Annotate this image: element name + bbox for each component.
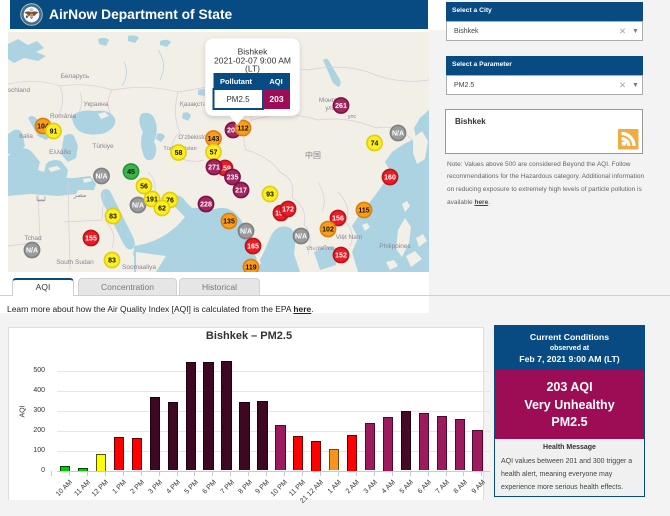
svg-text:155: 155 (85, 236, 97, 243)
svg-text:102: 102 (322, 227, 334, 234)
svg-text:улс: улс (325, 106, 334, 112)
svg-text:Türkiye: Türkiye (92, 143, 114, 150)
svg-text:271: 271 (208, 165, 220, 172)
svg-text:Tchad: Tchad (24, 235, 42, 242)
svg-text:235: 235 (227, 175, 239, 182)
svg-text:Philippines: Philippines (379, 243, 411, 250)
svg-text:203: 203 (227, 128, 239, 135)
svg-text:74: 74 (371, 141, 379, 148)
svg-text:N/A: N/A (95, 174, 107, 181)
svg-text:Монгол: Монгол (319, 97, 341, 104)
svg-text:83: 83 (109, 214, 117, 221)
svg-text:(LT): (LT) (245, 64, 260, 74)
svg-text:58: 58 (175, 150, 183, 157)
svg-text:115: 115 (358, 208, 369, 215)
svg-text:tschland: tschland (8, 87, 30, 94)
svg-text:261: 261 (335, 103, 347, 110)
svg-text:Украина: Украина (84, 101, 109, 108)
svg-text:135: 135 (223, 219, 235, 226)
svg-text:Беларусь: Беларусь (61, 73, 90, 80)
svg-text:ليبيا: ليبيا (36, 195, 46, 203)
svg-text:56: 56 (140, 184, 148, 191)
svg-text:Việt Nam: Việt Nam (336, 234, 363, 241)
svg-text:ประเทศไทย: ประเทศไทย (306, 245, 334, 252)
svg-text:93: 93 (266, 192, 274, 199)
svg-text:中国: 中国 (305, 150, 321, 160)
svg-text:Ελλάδα: Ελλάδα (49, 148, 71, 156)
svg-text:112: 112 (237, 126, 248, 133)
svg-text:156: 156 (332, 216, 344, 223)
svg-text:143: 143 (208, 136, 220, 143)
svg-text:203: 203 (269, 94, 283, 104)
svg-text:91: 91 (50, 129, 58, 136)
svg-text:45: 45 (127, 169, 135, 176)
svg-text:157: 157 (275, 211, 287, 218)
svg-text:83: 83 (108, 258, 116, 265)
svg-text:AQI: AQI (269, 77, 282, 86)
svg-text:159: 159 (219, 166, 231, 173)
svg-text:N/A: N/A (26, 248, 38, 255)
svg-text:228: 228 (200, 202, 212, 209)
svg-text:Bishkek: Bishkek (238, 47, 269, 57)
svg-text:104: 104 (37, 124, 49, 131)
svg-text:2021-02-07 9:00 AM: 2021-02-07 9:00 AM (214, 56, 291, 66)
svg-text:119: 119 (245, 265, 256, 272)
svg-text:N/A: N/A (240, 229, 252, 236)
svg-text:مصر: مصر (73, 192, 87, 199)
svg-text:62: 62 (158, 206, 166, 213)
svg-text:Soomaaliya: Soomaaliya (122, 264, 156, 271)
svg-text:165: 165 (247, 244, 259, 251)
svg-text:160: 160 (384, 175, 396, 182)
svg-text:217: 217 (235, 188, 247, 195)
svg-text:N/A: N/A (132, 203, 144, 210)
svg-text:South Sudan: South Sudan (56, 259, 94, 266)
svg-text:76: 76 (166, 198, 174, 205)
svg-text:улс: улс (348, 114, 357, 120)
svg-text:Қазақстан: Қазақстан (180, 101, 211, 108)
svg-text:57: 57 (210, 150, 218, 157)
svg-text:România: România (50, 113, 76, 120)
svg-text:Oʼzbekiston: Oʼzbekiston (178, 135, 209, 141)
svg-text:N/A: N/A (295, 234, 307, 241)
svg-text:Pollutant: Pollutant (220, 77, 253, 86)
svg-text:152: 152 (335, 253, 347, 260)
svg-text:PM2.5: PM2.5 (226, 95, 250, 104)
svg-text:Italia: Italia (19, 133, 33, 140)
svg-text:N/A: N/A (392, 131, 404, 138)
svg-text:172: 172 (282, 207, 294, 214)
svg-text:191: 191 (146, 197, 158, 204)
